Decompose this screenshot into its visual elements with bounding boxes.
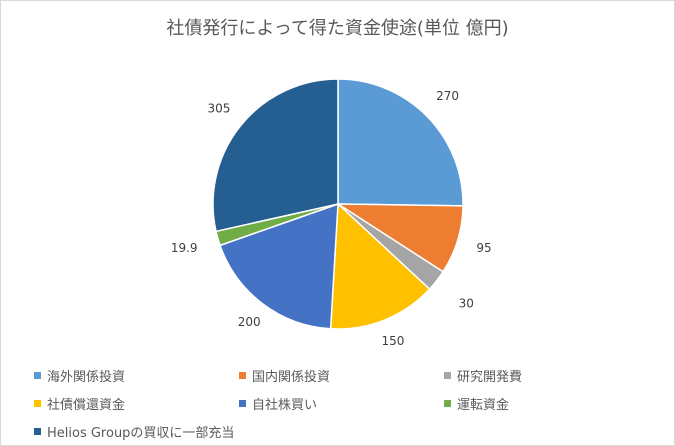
legend-label: 海外関係投資 xyxy=(47,370,126,385)
chart-title: 社債発行によって得た資金使途(単位 億円) xyxy=(166,18,509,39)
legend-label: Helios Groupの買収に一部充当 xyxy=(47,426,235,441)
legend-swatch xyxy=(34,372,41,379)
legend-label: 自社株買い xyxy=(252,398,318,413)
pie-slice xyxy=(337,78,464,207)
legend-swatch xyxy=(34,428,41,435)
data-label: 200 xyxy=(238,315,261,329)
legend-label: 社債償還資金 xyxy=(47,398,126,413)
data-label: 95 xyxy=(476,241,491,255)
legend-swatch xyxy=(444,400,451,407)
legend-label: 運転資金 xyxy=(457,398,510,413)
legend-item: 社債償還資金 xyxy=(34,394,239,413)
data-label: 270 xyxy=(436,89,459,103)
data-label: 305 xyxy=(208,102,231,116)
legend-swatch xyxy=(239,400,246,407)
legend: 海外関係投資 国内関係投資 研究開発費社債償還資金 自社株買い 運転資金 Helios G… xyxy=(34,366,654,441)
legend-item: 国内関係投資 xyxy=(239,366,444,385)
legend-item: Helios Groupの買収に一部充当 xyxy=(34,422,239,441)
legend-swatch xyxy=(239,372,246,379)
legend-swatch xyxy=(34,400,41,407)
legend-label: 国内関係投資 xyxy=(252,370,331,385)
legend-swatch xyxy=(444,372,451,379)
pie-slice xyxy=(329,202,431,330)
legend-item: 海外関係投資 xyxy=(34,366,239,385)
legend-item: 運転資金 xyxy=(444,394,649,413)
data-label: 19.9 xyxy=(171,241,198,255)
pie-slice xyxy=(212,78,339,233)
data-label: 150 xyxy=(381,334,404,348)
legend-item: 研究開発費 xyxy=(444,366,649,385)
legend-item: 自社株買い xyxy=(239,394,444,413)
data-label: 30 xyxy=(459,297,474,311)
legend-label: 研究開発費 xyxy=(457,370,523,385)
